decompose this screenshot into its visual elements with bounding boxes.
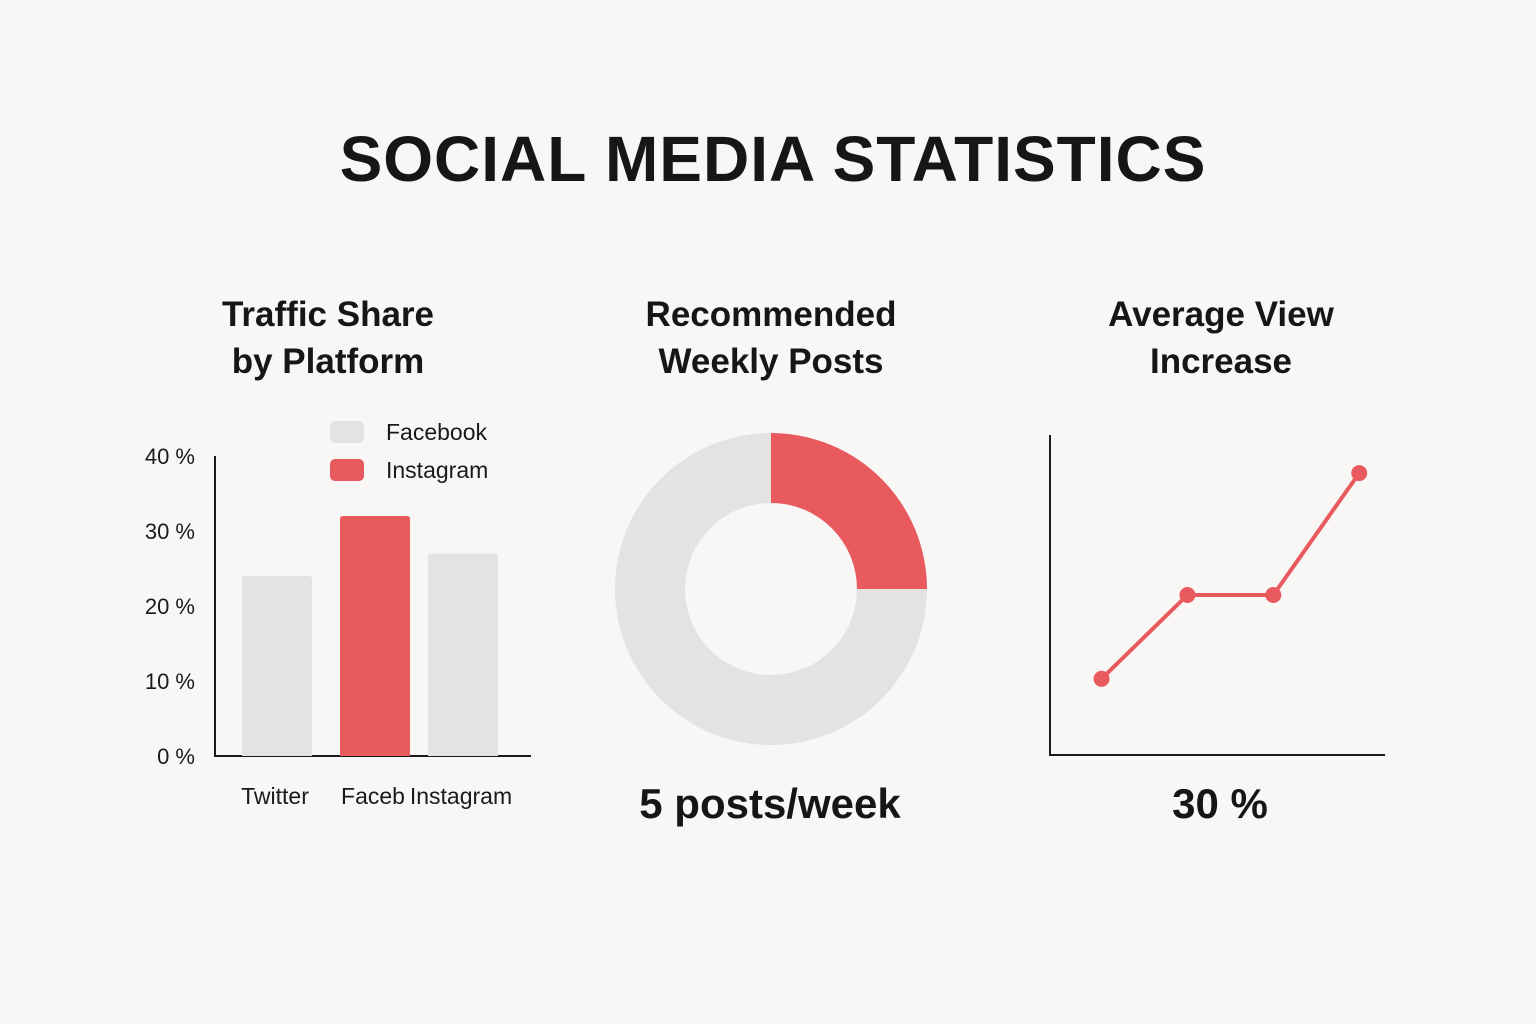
posts-title-line-2: Weekly Posts	[658, 342, 884, 381]
legend-label: Instagram	[386, 457, 488, 483]
views-data-point	[1093, 670, 1110, 687]
posts-chart-title: Recommended Weekly Posts	[561, 291, 981, 385]
views-chart-title: Average View Increase	[1011, 291, 1431, 385]
y-tick-label: 20 %	[145, 594, 195, 619]
posts-title-line-1: Recommended	[645, 295, 897, 334]
legend-swatch	[330, 421, 364, 443]
x-tick-label: Instagram	[410, 783, 512, 809]
x-tick-label: Faceb	[341, 783, 405, 809]
y-tick-label: 30 %	[145, 519, 195, 544]
donut-slice-0	[771, 433, 927, 589]
views-data-point	[1265, 587, 1282, 603]
views-increase-value: 30 %	[1172, 780, 1268, 827]
y-tick-label: 10 %	[145, 669, 195, 694]
x-tick-label: Twitter	[241, 783, 309, 809]
views-data-point	[1351, 465, 1368, 482]
donut-slice-1	[615, 433, 927, 745]
traffic-bar-chart: 0 %10 %20 %30 %40 %Twitter Faceb Instagram…	[145, 419, 531, 809]
posts-donut-chart	[615, 433, 927, 745]
bar-twitter	[242, 576, 312, 756]
traffic-chart-title: Traffic Share by Platform	[118, 291, 538, 385]
views-line-chart	[1049, 435, 1385, 756]
y-tick-label: 0 %	[157, 744, 195, 769]
page-title: SOCIAL MEDIA STATISTICS	[339, 123, 1207, 195]
traffic-title-line-2: by Platform	[231, 342, 425, 381]
views-data-point	[1179, 587, 1196, 603]
traffic-title-line-1: Traffic Share	[221, 295, 435, 334]
posts-value: 5 posts/week	[639, 780, 901, 827]
y-tick-label: 40 %	[145, 444, 195, 469]
views-series-line	[1100, 471, 1361, 681]
views-title-line-2: Increase	[1149, 342, 1293, 381]
views-title-line-1: Average View	[1108, 295, 1334, 334]
legend-label: Facebook	[386, 419, 488, 445]
legend-swatch	[330, 459, 364, 481]
bar-instagram	[428, 553, 498, 756]
bar-faceb	[340, 516, 410, 756]
